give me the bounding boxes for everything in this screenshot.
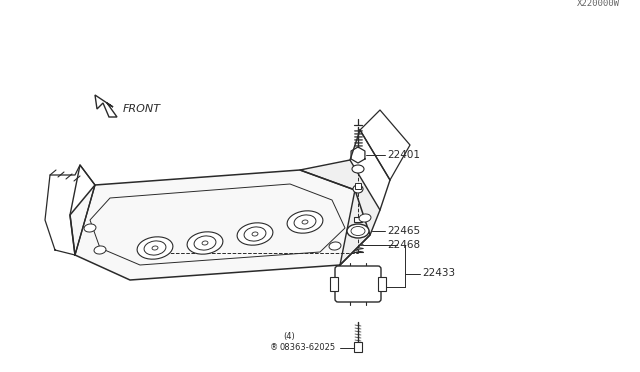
Text: 22465: 22465: [387, 226, 420, 236]
Polygon shape: [300, 160, 380, 265]
Ellipse shape: [359, 214, 371, 222]
Polygon shape: [70, 170, 370, 280]
Ellipse shape: [353, 185, 363, 193]
Bar: [354, 217, 362, 222]
Bar: [354, 342, 362, 352]
Bar: [355, 183, 361, 189]
Ellipse shape: [84, 224, 96, 232]
Text: 22433: 22433: [422, 269, 455, 279]
Text: ®: ®: [269, 343, 278, 353]
Ellipse shape: [294, 215, 316, 229]
Ellipse shape: [352, 165, 364, 173]
Ellipse shape: [329, 242, 341, 250]
Ellipse shape: [244, 227, 266, 241]
Text: X220000W: X220000W: [577, 0, 620, 8]
Bar: [378, 277, 386, 291]
Ellipse shape: [94, 246, 106, 254]
Ellipse shape: [187, 232, 223, 254]
Ellipse shape: [287, 211, 323, 233]
Bar: [330, 277, 338, 291]
FancyBboxPatch shape: [335, 266, 381, 302]
Text: FRONT: FRONT: [123, 104, 161, 114]
Ellipse shape: [237, 223, 273, 245]
Ellipse shape: [347, 224, 369, 238]
Ellipse shape: [144, 241, 166, 255]
Text: 22468: 22468: [387, 240, 420, 250]
Ellipse shape: [194, 236, 216, 250]
Ellipse shape: [137, 237, 173, 259]
Text: (4): (4): [283, 333, 295, 341]
Text: 08363-62025: 08363-62025: [280, 343, 336, 353]
Polygon shape: [95, 95, 117, 117]
Text: 22401: 22401: [387, 150, 420, 160]
Polygon shape: [351, 147, 365, 163]
